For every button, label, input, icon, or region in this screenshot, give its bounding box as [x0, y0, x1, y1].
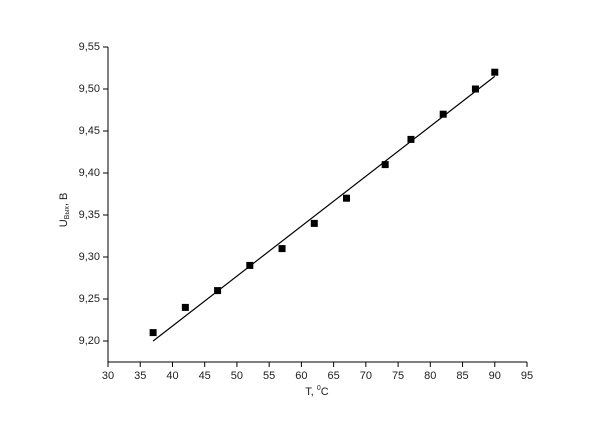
x-tick-label: 50 — [231, 370, 243, 382]
x-tick-label: 95 — [521, 370, 533, 382]
y-tick-label: 9,35 — [79, 209, 100, 221]
fit-line — [152, 75, 496, 342]
x-axis-label: T, 0C — [305, 385, 329, 398]
y-tick-label: 9,45 — [79, 125, 100, 137]
data-point — [343, 194, 351, 202]
x-tick-label: 55 — [263, 370, 275, 382]
x-tick-label: 30 — [102, 370, 114, 382]
y-tick-label: 9,30 — [79, 251, 100, 263]
data-point — [278, 245, 286, 253]
y-tick-label: 9,25 — [79, 293, 100, 305]
y-label-unit: , В — [58, 193, 70, 206]
x-tick-label: 35 — [134, 370, 146, 382]
x-tick-label: 70 — [360, 370, 372, 382]
data-point — [149, 329, 157, 337]
data-point — [491, 68, 499, 76]
x-label-unit: C — [321, 386, 329, 398]
x-tick-label: 40 — [166, 370, 178, 382]
x-tick-label: 80 — [424, 370, 436, 382]
y-label-main: U — [58, 219, 70, 227]
x-tick-label: 45 — [199, 370, 211, 382]
y-tick-label: 9,50 — [79, 83, 100, 95]
y-axis-label: UВых, В — [58, 193, 71, 228]
x-label-sup: 0 — [317, 385, 321, 392]
data-point — [381, 161, 389, 169]
data-point — [439, 110, 447, 118]
y-tick-label: 9,40 — [79, 167, 100, 179]
y-tick-label: 9,55 — [79, 41, 100, 53]
y-tick-label: 9,20 — [79, 335, 100, 347]
x-label-main: T, — [305, 386, 317, 398]
x-tick-label: 60 — [295, 370, 307, 382]
y-label-sub: Вых — [64, 206, 71, 220]
data-point — [407, 135, 415, 143]
x-tick-label: 65 — [327, 370, 339, 382]
data-point — [471, 85, 479, 93]
data-point — [310, 219, 318, 227]
x-tick-label: 75 — [392, 370, 404, 382]
x-tick-label: 90 — [489, 370, 501, 382]
x-tick-label: 85 — [456, 370, 468, 382]
data-point — [181, 303, 189, 311]
